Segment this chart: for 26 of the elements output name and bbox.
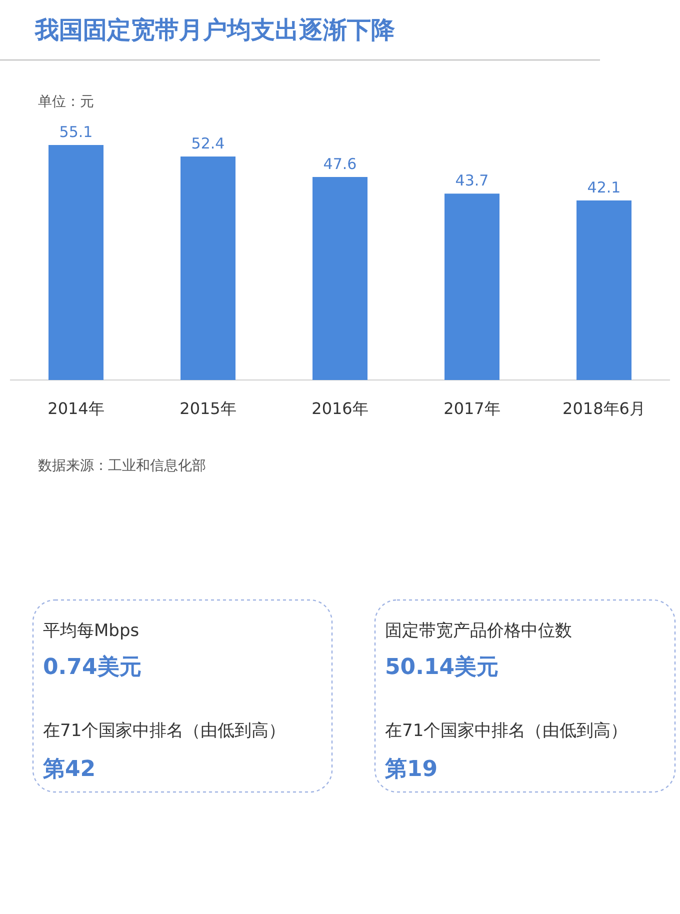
x-tick-label: 2016年 (312, 399, 368, 418)
data-label: 47.6 (323, 154, 357, 173)
source-note: 数据来源：工业和信息化部 (38, 458, 206, 474)
x-tick-label: 2018年6月 (562, 399, 646, 418)
text: 第42 (42, 757, 96, 782)
text: 第19 (384, 757, 438, 782)
text: 在71个国家中排名（由低到高） (385, 721, 628, 741)
data-label: 43.7 (455, 172, 489, 190)
data-label: 55.1 (59, 123, 93, 141)
text: 固定带宽产品价格中位数 (385, 621, 572, 641)
text: 在71个国家中排名（由低到高） (43, 721, 286, 741)
text: 平均每Mbps (43, 621, 140, 641)
bar (48, 145, 104, 380)
text: 单位：元 (38, 94, 94, 110)
bar (180, 156, 236, 380)
data-label: 42.1 (587, 178, 621, 196)
bar (312, 176, 368, 380)
bar (576, 200, 632, 380)
x-tick-label: 2017年 (444, 399, 500, 418)
bar (444, 194, 500, 380)
data-label: 52.4 (191, 134, 225, 153)
x-tick-label: 2015年 (180, 399, 236, 418)
text: 50.14美元 (385, 654, 499, 680)
chart-title: 我国固定宽带月户均支出逐渐下降 (34, 16, 396, 44)
x-tick-label: 2014年 (48, 399, 104, 418)
text: 0.74美元 (43, 654, 142, 680)
